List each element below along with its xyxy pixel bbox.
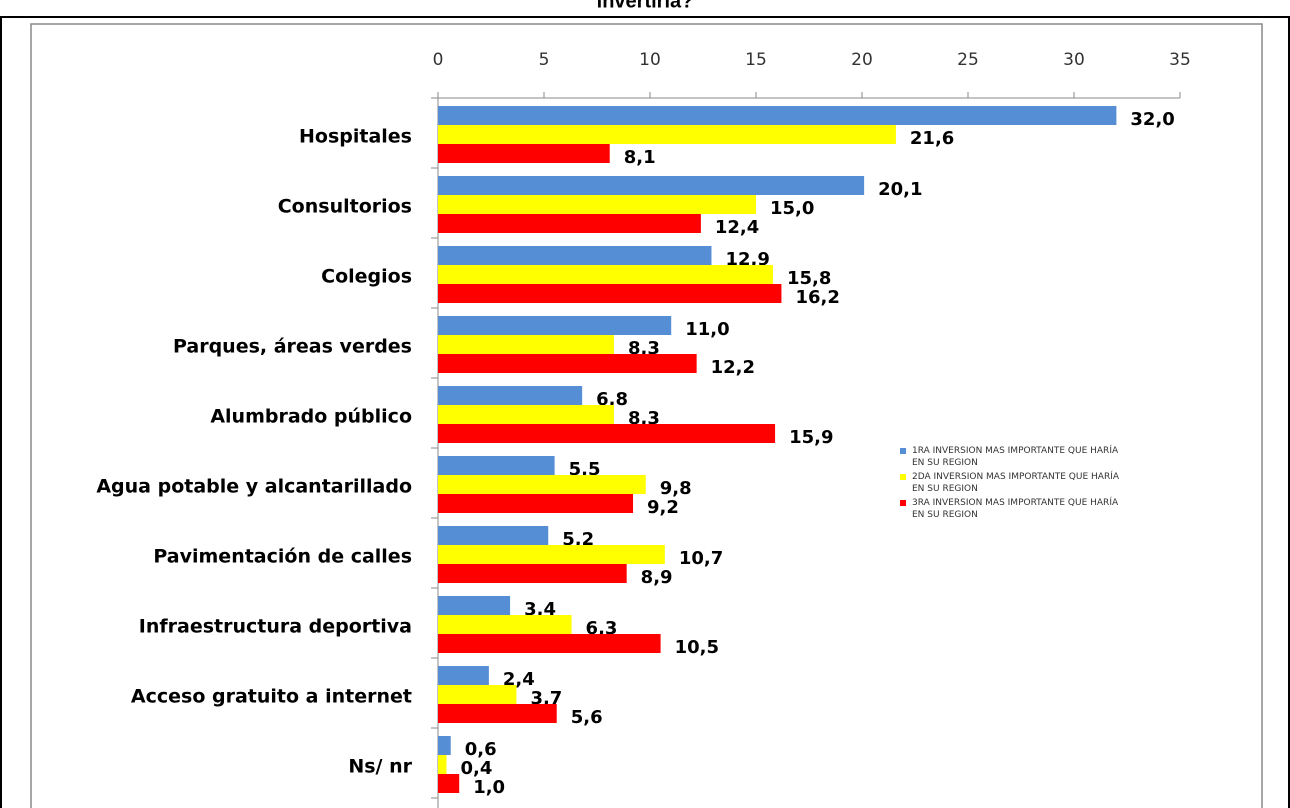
bar [438, 106, 1117, 125]
x-tick-label: 20 [851, 50, 873, 70]
bar [438, 666, 489, 685]
bar [438, 685, 517, 704]
legend-label: 2DA INVERSION MAS IMPORTANTE QUE HARÍA E… [912, 472, 1120, 494]
bar [438, 316, 672, 335]
data-label: 15,0 [770, 198, 814, 219]
data-label: 5,5 [569, 459, 601, 480]
legend-item: 1RA INVERSION MAS IMPORTANTE QUE HARÍA E… [900, 445, 1170, 469]
y-tick-label: Colegios [321, 266, 412, 288]
x-tick-label: 10 [639, 50, 661, 70]
data-label: 32,0 [1130, 109, 1174, 130]
data-label: 8,1 [624, 147, 656, 168]
data-label: 12,9 [725, 249, 769, 270]
legend-swatch [900, 448, 906, 454]
legend: 1RA INVERSION MAS IMPORTANTE QUE HARÍA E… [900, 445, 1170, 523]
bar [438, 564, 627, 583]
bar [438, 755, 447, 774]
bar [438, 405, 614, 424]
y-tick-label: Infraestructura deportiva [139, 616, 412, 638]
data-label: 9,2 [647, 497, 679, 518]
data-label: 6,8 [596, 389, 628, 410]
y-tick-label: Parques, áreas verdes [173, 336, 412, 358]
x-tick-label: 25 [957, 50, 979, 70]
bar [438, 354, 697, 373]
legend-swatch [900, 474, 906, 480]
data-label: 0,6 [465, 739, 497, 760]
data-label: 16,2 [795, 287, 839, 308]
data-label: 15,8 [787, 268, 831, 289]
data-label: 8,9 [641, 567, 673, 588]
bar [438, 125, 896, 144]
data-label: 6,3 [586, 618, 618, 639]
x-tick-label: 0 [433, 50, 444, 70]
bar [438, 634, 661, 653]
y-tick-label: Hospitales [299, 126, 412, 148]
x-tick-label: 15 [745, 50, 767, 70]
data-label: 21,6 [910, 128, 954, 149]
data-label: 5,6 [571, 707, 603, 728]
bar [438, 736, 451, 755]
bar [438, 144, 610, 163]
bar [438, 494, 634, 513]
bar [438, 176, 865, 195]
bar [438, 545, 665, 564]
bar [438, 456, 555, 475]
bar [438, 774, 460, 793]
chart-title: invertiría? [597, 0, 694, 12]
bar [438, 704, 557, 723]
data-label: 3,7 [530, 688, 562, 709]
data-label: 15,9 [789, 427, 833, 448]
bar [438, 526, 549, 545]
bar [438, 475, 646, 494]
bar [438, 386, 583, 405]
data-label: 5,2 [562, 529, 594, 550]
legend-label: 3RA INVERSION MAS IMPORTANTE QUE HARÍA E… [912, 498, 1119, 520]
data-label: 12,4 [715, 217, 759, 238]
x-tick-label: 30 [1063, 50, 1085, 70]
bar [438, 214, 701, 233]
data-label: 12,2 [711, 357, 755, 378]
legend-item: 2DA INVERSION MAS IMPORTANTE QUE HARÍA E… [900, 471, 1170, 495]
y-tick-label: Ns/ nr [348, 756, 412, 778]
data-label: 2,4 [503, 669, 535, 690]
data-label: 8,3 [628, 408, 660, 429]
bar [438, 335, 614, 354]
chart-frame [30, 23, 1263, 808]
data-label: 0,4 [460, 758, 492, 779]
bar [438, 265, 773, 284]
bar [438, 424, 776, 443]
bar [438, 284, 782, 303]
y-tick-label: Alumbrado público [210, 406, 412, 428]
data-label: 10,5 [675, 637, 719, 658]
data-label: 8,3 [628, 338, 660, 359]
bar [438, 615, 572, 634]
legend-item: 3RA INVERSION MAS IMPORTANTE QUE HARÍA E… [900, 497, 1170, 521]
legend-label: 1RA INVERSION MAS IMPORTANTE QUE HARÍA E… [912, 446, 1119, 468]
data-label: 1,0 [473, 777, 505, 798]
x-tick-label: 35 [1169, 50, 1191, 70]
data-label: 20,1 [878, 179, 922, 200]
legend-swatch [900, 500, 906, 506]
data-label: 9,8 [660, 478, 692, 499]
bar [438, 195, 756, 214]
bar [438, 596, 511, 615]
x-tick-label: 5 [539, 50, 550, 70]
y-tick-label: Agua potable y alcantarillado [96, 476, 412, 498]
bar [438, 246, 712, 265]
data-label: 11,0 [685, 319, 729, 340]
y-tick-label: Pavimentación de calles [153, 546, 412, 568]
y-tick-label: Acceso gratuito a internet [131, 686, 412, 708]
data-label: 10,7 [679, 548, 723, 569]
data-label: 3,4 [524, 599, 556, 620]
y-tick-label: Consultorios [278, 196, 412, 218]
